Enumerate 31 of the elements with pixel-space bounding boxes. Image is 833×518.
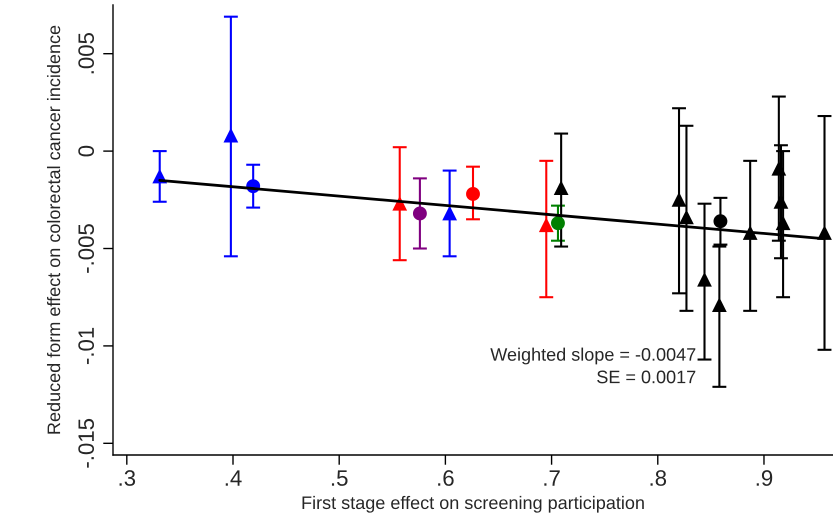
point	[466, 187, 480, 201]
point	[442, 206, 457, 220]
point	[774, 194, 788, 209]
annotation: Weighted slope = -0.0047	[490, 348, 696, 364]
y-axis-title: Reduced form effect on colorectal cancer incidence	[46, 26, 60, 434]
y-tick-label: -.015	[78, 418, 94, 468]
x-axis-title: First stage effect on screening participation	[302, 496, 644, 513]
y-tick-label: -.01	[78, 328, 94, 364]
annotation: SE = 0.0017	[597, 370, 696, 384]
point	[412, 206, 427, 220]
x-tick-label: .8	[650, 470, 666, 486]
point	[554, 181, 568, 196]
point	[712, 298, 726, 312]
y-tick-label: .005	[78, 33, 94, 74]
x-tick-label: .4	[226, 470, 242, 486]
point	[680, 210, 694, 224]
x-tick-label: .3	[120, 470, 136, 486]
x-tick-label: .5	[332, 470, 348, 486]
x-tick-label: .7	[544, 470, 560, 486]
y-tick-label: -.005	[78, 224, 94, 273]
point	[776, 216, 790, 230]
point	[224, 128, 238, 142]
point	[772, 162, 786, 176]
x-tick-label: .6	[438, 470, 454, 486]
point	[539, 218, 554, 232]
point	[672, 192, 686, 207]
y-tick-label: 0	[78, 146, 94, 156]
point	[551, 216, 565, 230]
point	[698, 272, 712, 287]
point	[713, 214, 728, 228]
x-tick-label: .9	[756, 470, 772, 486]
